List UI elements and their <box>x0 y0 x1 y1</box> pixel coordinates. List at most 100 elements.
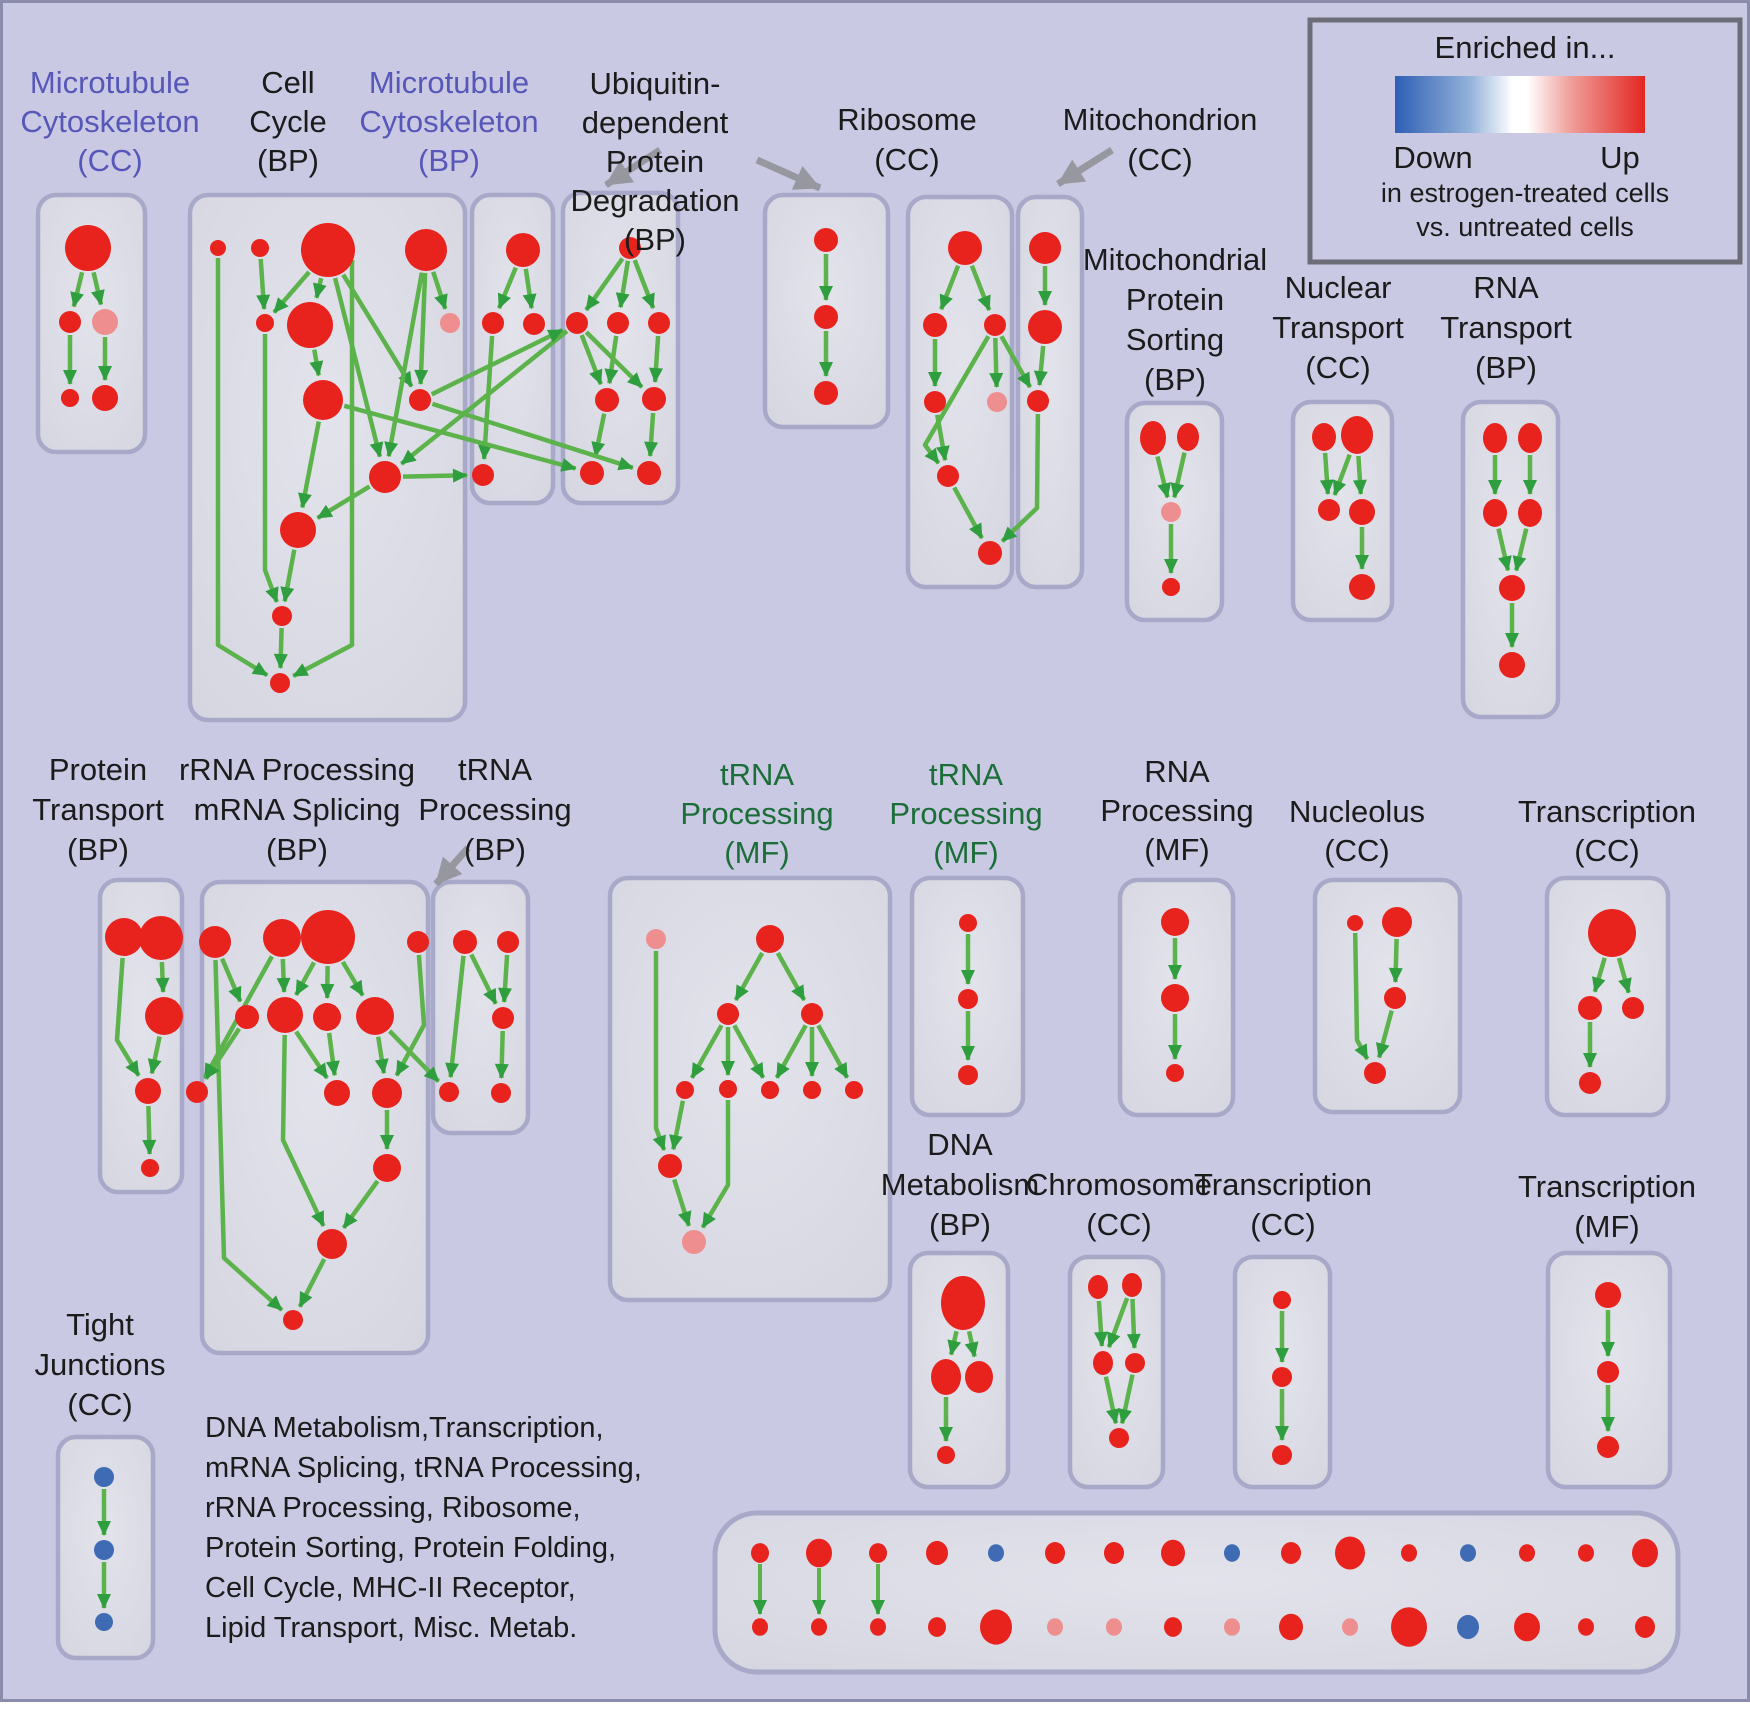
edge-c3-c5 <box>272 270 311 314</box>
node-cell-cycle-c5 <box>256 314 274 332</box>
node-trna-mf-1-f1 <box>646 929 666 949</box>
node-rna-transport-v1 <box>1483 423 1507 453</box>
cluster-label-tight-junctions-line0: Tight <box>66 1307 134 1342</box>
cluster-label-rna-transport-line2: (BP) <box>1475 350 1537 385</box>
node-ubiquitin-1-u6 <box>580 461 604 485</box>
trna-bp-arrow <box>433 845 471 887</box>
edge-u0-u3 <box>632 259 656 310</box>
cluster-label-mito-protein-sorting-line3: (BP) <box>1144 362 1206 397</box>
cluster-label-cell-cycle-line2: (BP) <box>257 143 319 178</box>
cluster-label-ubiquitin-1-line4: (BP) <box>624 222 686 257</box>
cluster-label-dna-metabolism-line1: Metabolism <box>881 1167 1040 1202</box>
cluster-box-mt-bp <box>469 192 556 506</box>
node-mitochondrion-t2 <box>1028 310 1062 344</box>
node-rrna-mrna-q8 <box>356 997 394 1035</box>
strip-node-14-bottom <box>1578 1618 1594 1636</box>
edge-q3-q8 <box>340 960 365 997</box>
node-ribosome-r2 <box>923 313 947 337</box>
cluster-label-cell-cycle-line1: Cycle <box>249 104 327 139</box>
edge-o1-o4 <box>1352 932 1370 1061</box>
cluster-label-dna-metabolism-line2: (BP) <box>929 1207 991 1242</box>
cluster-label-ubiquitin-1-line3: Degradation <box>571 183 740 218</box>
misc-text-line-3: Protein Sorting, Protein Folding, <box>205 1532 616 1564</box>
edge-c8-u7 <box>431 401 634 471</box>
nodes <box>59 223 1644 1631</box>
edge-c3-c8 <box>341 273 414 388</box>
strip-node-15-top <box>1632 1538 1658 1568</box>
strip-node-3-bottom <box>928 1617 946 1637</box>
edge-o3-o4 <box>1375 1010 1394 1059</box>
edge-m1-m2 <box>70 271 85 308</box>
strip-node-5-bottom <box>1047 1618 1063 1636</box>
cluster-label-rrna-mrna-line1: mRNA Splicing <box>194 792 401 827</box>
cluster-box-chromosome <box>1067 1254 1166 1490</box>
node-transcription-mf-y3 <box>1597 1436 1619 1458</box>
node-trna-mf-1-f5 <box>676 1081 694 1099</box>
edge-n1-n3 <box>1319 452 1334 495</box>
node-rrna-mrna-q4 <box>407 931 429 953</box>
cluster-label-mito-protein-sorting-line2: Sorting <box>1126 322 1224 357</box>
node-cell-cycle-c6 <box>287 302 333 348</box>
edge-s1-s3 <box>1155 455 1171 499</box>
edge-p2-p3 <box>155 961 170 993</box>
edge-r1-r2 <box>939 264 961 311</box>
strip-node-10-top <box>1335 1536 1365 1570</box>
cluster-label-rna-processing-mf-line1: Processing <box>1100 793 1253 828</box>
edge-k2-k4 <box>1126 1298 1141 1349</box>
cluster-label-ubiquitin-1-line1: dependent <box>582 105 729 140</box>
node-transcription-cc-bot-x1 <box>1273 1291 1291 1309</box>
cluster-box-ubiquitin-1 <box>560 190 681 506</box>
node-protein-transport-p4 <box>135 1078 161 1104</box>
cluster-label-transcription-cc-mid-line1: (CC) <box>1574 833 1639 868</box>
node-ubiquitin-2-z1 <box>814 228 838 252</box>
cluster-labels: Microtubule Cytoskeleton (CC) Cell Cycle (BP)… <box>20 65 1696 1422</box>
node-rrna-mrna-q2 <box>263 919 301 957</box>
node-nuclear-transport-n3 <box>1318 499 1340 521</box>
node-ubiquitin-1-u0 <box>619 237 641 259</box>
node-mt-cc-m3 <box>92 309 118 335</box>
edge-f10-f11 <box>672 1178 692 1227</box>
edge-u5-u7 <box>644 412 659 457</box>
node-nucleolus-o1 <box>1347 915 1363 931</box>
edge-k4-k5 <box>1118 1374 1135 1425</box>
cluster-label-ubiquitin-1-line0: Ubiquitin- <box>590 66 721 101</box>
node-trna-mf-2-g3 <box>958 1065 978 1085</box>
node-ribosome-r1 <box>948 231 982 265</box>
node-trna-bp-t2b <box>497 931 519 953</box>
strip-node-1-bottom <box>811 1618 827 1636</box>
node-cell-cycle-c8 <box>409 389 431 411</box>
edge-c3-c13 <box>292 259 355 678</box>
edge-c3-c6 <box>312 277 327 299</box>
annotation-arrows <box>433 147 1114 887</box>
cluster-label-dna-metabolism-line0: DNA <box>927 1127 993 1162</box>
edge-t1b-t3b <box>469 953 498 1005</box>
edge-q5-q9 <box>204 1027 242 1080</box>
node-trna-mf-2-g1 <box>959 914 977 932</box>
edge-c10-b4 <box>402 468 468 483</box>
node-nuclear-transport-n1 <box>1312 423 1336 451</box>
edge-c10-c11 <box>316 484 371 520</box>
node-trna-bp-t4 <box>439 1082 459 1102</box>
node-cell-cycle-c2 <box>251 239 269 257</box>
edge-t3b-t5 <box>494 1030 509 1079</box>
node-mt-cc-m1 <box>65 225 111 271</box>
node-rrna-mrna-q1 <box>199 926 231 958</box>
node-ubiquitin-1-u2 <box>607 312 629 334</box>
edge-o2-o3 <box>1388 938 1403 983</box>
node-dna-metabolism-d2 <box>931 1359 961 1395</box>
node-rrna-mrna-q6 <box>267 997 303 1033</box>
node-trna-mf-1-f4 <box>801 1003 823 1025</box>
node-mito-protein-sorting-s1 <box>1140 421 1166 455</box>
node-trna-mf-1-f9 <box>845 1081 863 1099</box>
node-cell-cycle-c13 <box>270 673 290 693</box>
node-rna-transport-v5 <box>1499 575 1525 601</box>
node-chromosome-k2 <box>1122 1273 1142 1297</box>
cluster-label-protein-transport-line0: Protein <box>49 752 147 787</box>
edge-c11-c12 <box>280 549 297 603</box>
node-rna-transport-v4 <box>1518 499 1542 527</box>
node-ubiquitin-2-z2 <box>814 305 838 329</box>
misc-text-line-0: DNA Metabolism,Transcription, <box>205 1412 604 1444</box>
cluster-label-trna-mf-2-line0: tRNA <box>929 757 1003 792</box>
strip-node-5-top <box>1045 1542 1065 1564</box>
